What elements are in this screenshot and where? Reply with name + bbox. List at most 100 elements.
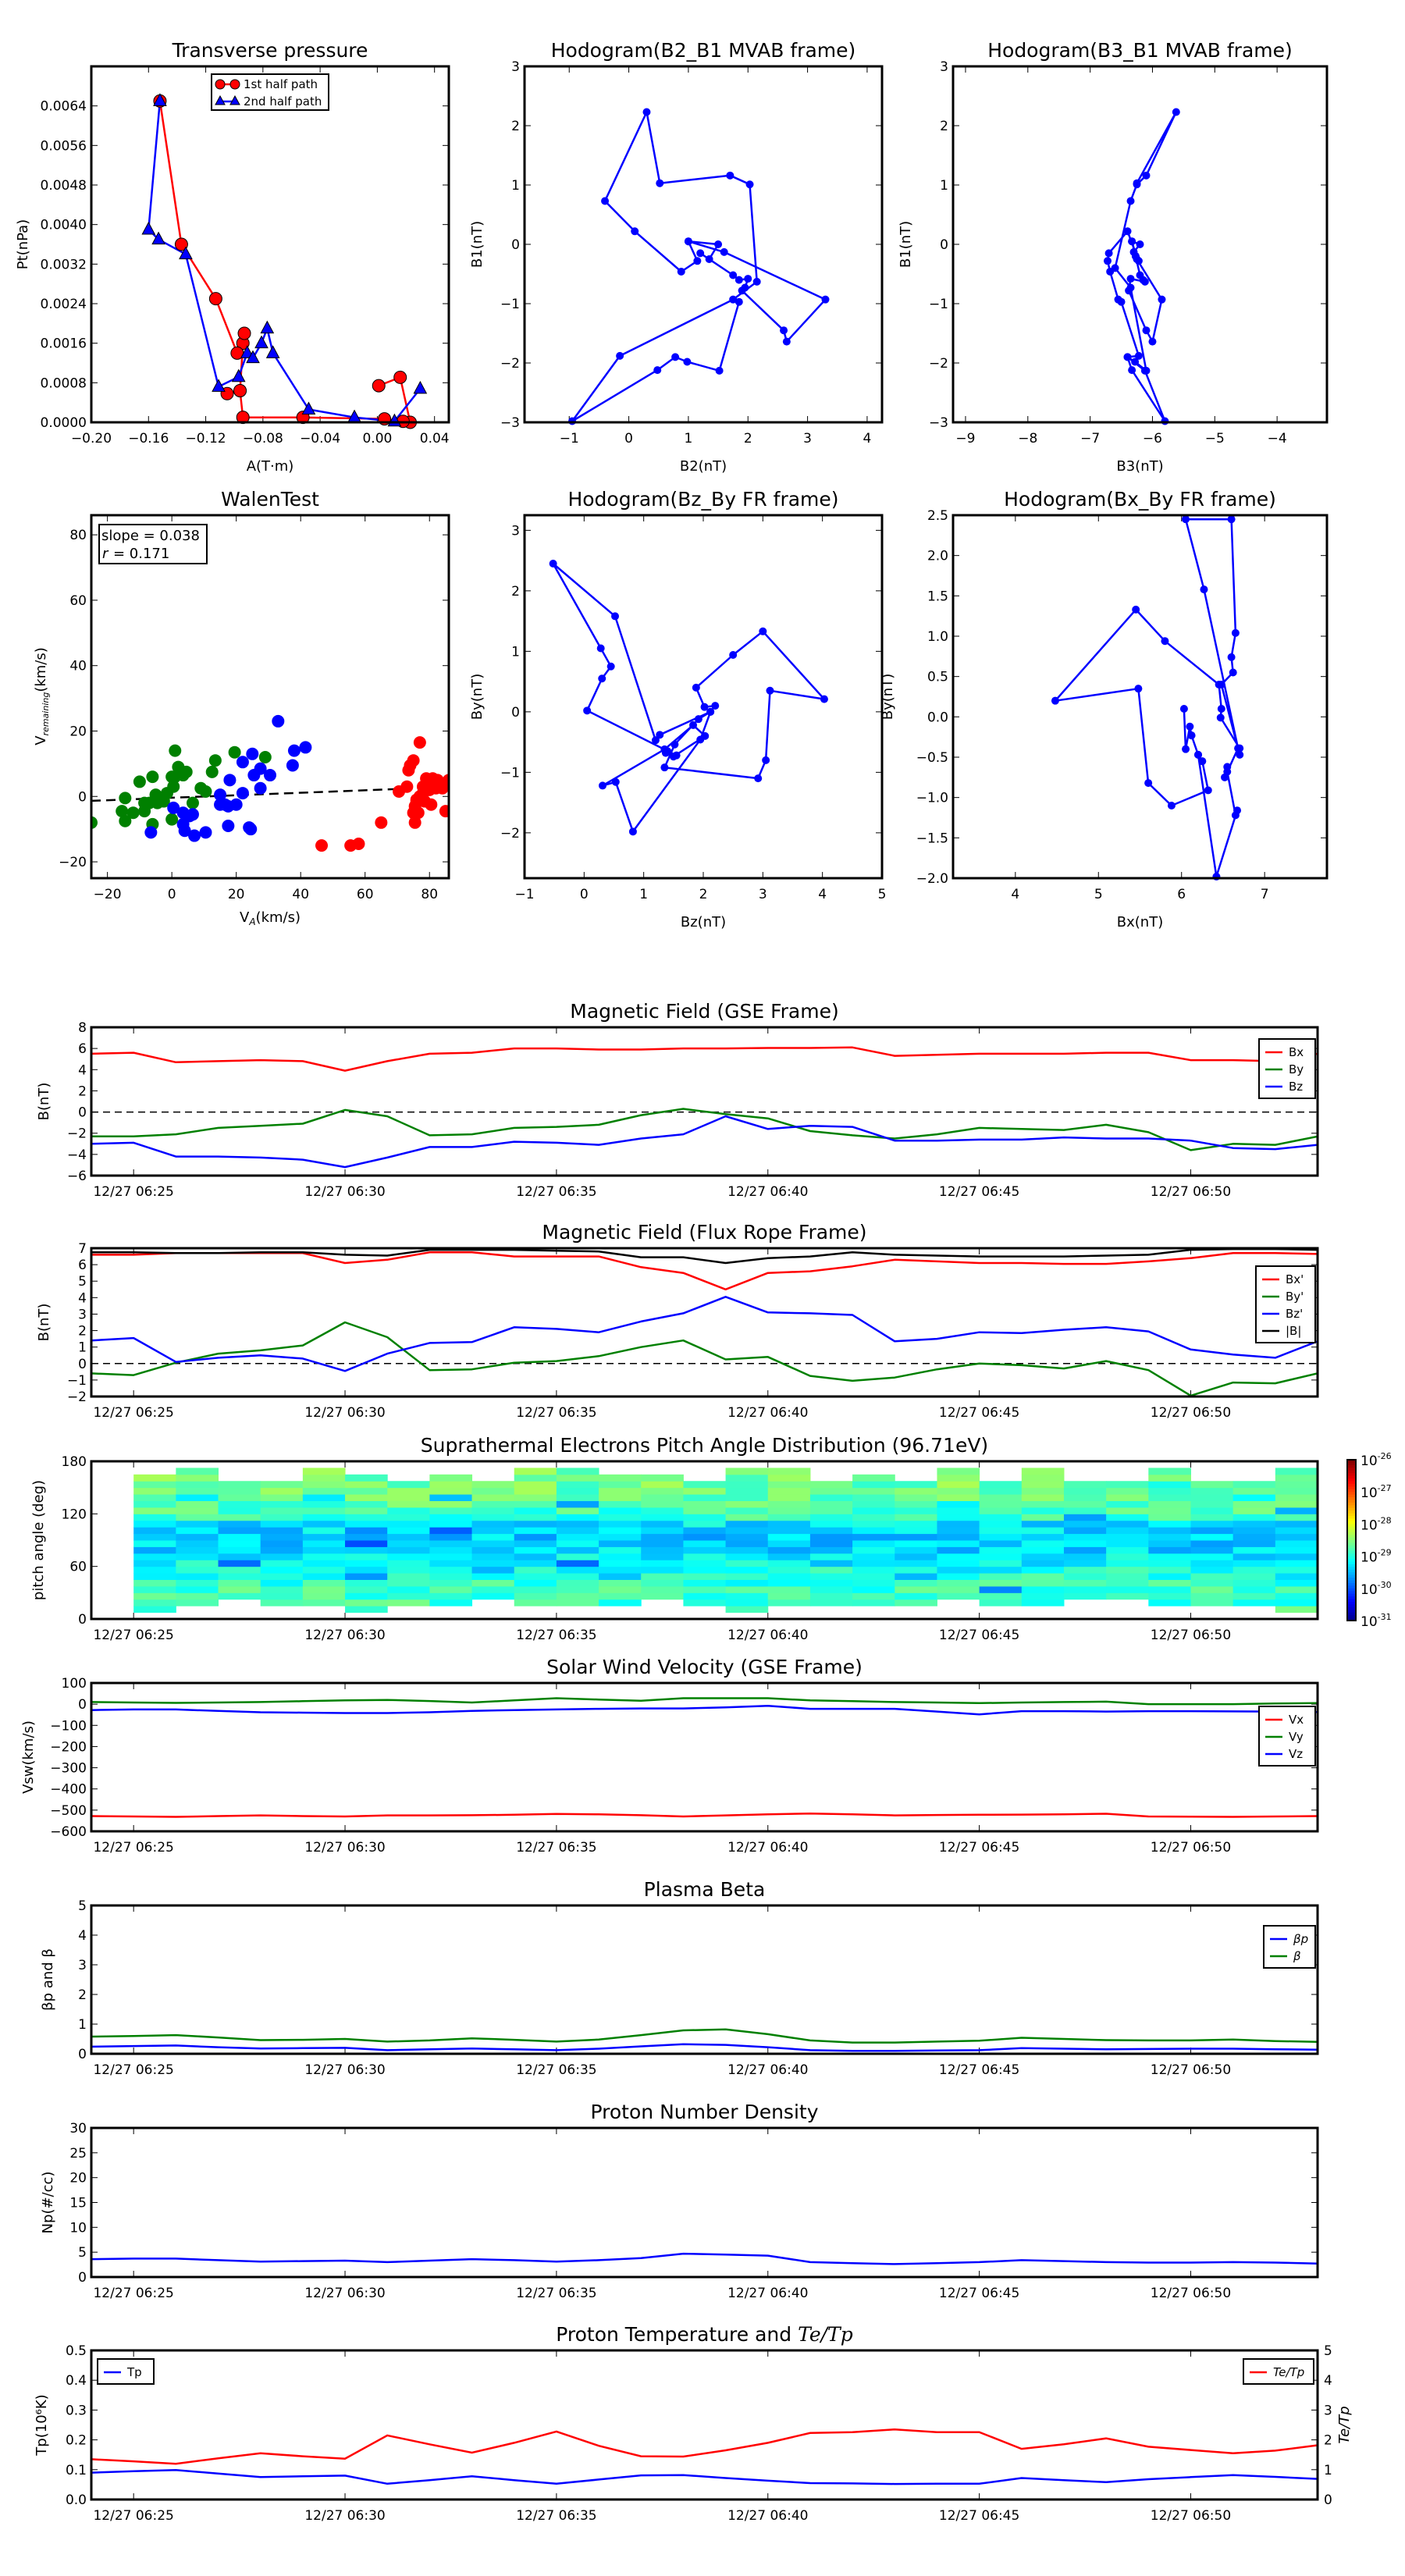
y-tick-label: 120 [62, 1507, 87, 1522]
heatmap-cell [937, 1527, 980, 1535]
legend-label: Bz [1289, 1080, 1303, 1094]
heatmap-cell [302, 1487, 346, 1495]
x-tick-label: 12/27 06:25 [93, 1184, 173, 1200]
hodogram-point [735, 297, 743, 306]
panel-pt: Transverse pressure −0.20 −0.16 −0.12 −0.08 −… [15, 39, 450, 475]
heatmap-cell [345, 1606, 388, 1614]
heatmap-cell [895, 1566, 937, 1574]
x-axis-label: B3(nT) [1116, 458, 1163, 475]
heatmap-cell [133, 1533, 176, 1541]
heatmap-cell [302, 1520, 346, 1528]
heatmap-cell [979, 1507, 1023, 1514]
heatmap-cell [641, 1520, 684, 1528]
heatmap-cell [1021, 1527, 1065, 1535]
heatmap-cell [218, 1514, 261, 1521]
heatmap-cell [599, 1585, 642, 1593]
scatter-point-red [375, 816, 388, 829]
heatmap-cell [1190, 1507, 1234, 1514]
y-tick-label: 100 [62, 1676, 87, 1692]
heatmap-cell [809, 1585, 853, 1593]
heatmap-cell [979, 1500, 1023, 1508]
heatmap-cell [852, 1566, 895, 1574]
heatmap-cell [767, 1494, 811, 1501]
heatmap-cell [514, 1481, 557, 1489]
plot-frame [90, 1247, 1319, 1398]
x-tick-label: 12/27 06:25 [93, 1405, 173, 1421]
y-tick-label: 0 [78, 1357, 87, 1372]
heatmap-cell [852, 1507, 895, 1514]
y-tick-label: 0.0000 [41, 415, 87, 431]
x-axis-label: VA(km/s) [240, 909, 301, 927]
colorbar-segment [1347, 1537, 1356, 1541]
series-line-Vz [91, 1705, 1318, 1716]
heatmap-cell [1275, 1527, 1318, 1535]
x-tick-label: 4 [1011, 887, 1019, 902]
heatmap-cell [809, 1573, 853, 1580]
heatmap-cell [514, 1579, 557, 1587]
heatmap-cell [556, 1507, 599, 1514]
hodogram-path [571, 111, 827, 422]
legend-label: Te/Tp [1273, 2365, 1304, 2379]
heatmap-cell [641, 1533, 684, 1541]
r-symbol: r [102, 546, 109, 562]
heatmap-cell [1232, 1494, 1276, 1501]
heatmap-cell [895, 1579, 937, 1587]
hodogram-point [1161, 417, 1169, 425]
x-tick-label: −5 [1205, 431, 1225, 447]
x-tick-label: 12/27 06:45 [939, 1184, 1019, 1200]
y-tick-label: −500 [50, 1803, 87, 1819]
scatter-point-green [91, 816, 98, 829]
heatmap-cell [683, 1599, 727, 1606]
heatmap-cell [133, 1487, 176, 1495]
heatmap-cell [1063, 1566, 1107, 1574]
heatmap-cell [1106, 1553, 1149, 1560]
heatmap-cell [1148, 1599, 1191, 1606]
y-tick-label: 5 [78, 1274, 87, 1290]
y-tick-label: 1 [78, 2017, 87, 2033]
scatter-point-blue [272, 714, 285, 728]
hodogram-point [692, 683, 700, 692]
chart-title: Hodogram(B3_B1 MVAB frame) [987, 39, 1293, 62]
x-tick-label: 6 [1177, 887, 1186, 902]
heatmap-cell [1148, 1481, 1191, 1489]
y-tick-label: 0.0 [927, 710, 948, 725]
heatmap-cell [683, 1566, 727, 1574]
y-axis-label-sub: remaining [41, 692, 51, 736]
heatmap-cell [1275, 1533, 1318, 1541]
y-tick-label: −2 [929, 356, 948, 372]
scatter-point-blue [167, 801, 180, 814]
hodogram-point [1198, 757, 1207, 766]
heatmap-cell [1190, 1533, 1234, 1541]
hodogram-path [552, 562, 826, 833]
heatmap-cell [1106, 1579, 1149, 1587]
heatmap-cell [387, 1507, 430, 1514]
legend-label: Tp [126, 2365, 142, 2379]
y-tick-label: −3 [929, 415, 948, 431]
heatmap-cell [218, 1573, 261, 1580]
data-point-1st-half [174, 237, 188, 251]
x-tick-label: 12/27 06:40 [727, 2062, 808, 2078]
heatmap-cell [852, 1474, 895, 1482]
heatmap-cell [176, 1494, 219, 1501]
chart-title: Hodogram(Bz_By FR frame) [567, 488, 838, 511]
heatmap-cell [767, 1579, 811, 1587]
x-tick-label: −8 [1018, 431, 1037, 447]
y-tick-label: −1 [500, 297, 520, 312]
y-tick-label: −300 [50, 1761, 87, 1777]
heatmap-cell [260, 1546, 304, 1554]
series-line-1st-half [158, 101, 411, 422]
colorbar-segment [1347, 1588, 1356, 1592]
y-tick-label: 25 [69, 2146, 87, 2161]
heatmap-cell [302, 1500, 346, 1508]
x-tick-label: 5 [1094, 887, 1103, 902]
x-tick-label: −0.16 [128, 431, 169, 447]
heatmap-cell [218, 1560, 261, 1567]
heatmap-cell [345, 1579, 388, 1587]
heatmap-cell [852, 1540, 895, 1547]
heatmap-cell [809, 1579, 853, 1587]
heatmap-cell [471, 1527, 515, 1535]
heatmap-cell [514, 1573, 557, 1580]
heatmap-cell [345, 1487, 388, 1495]
heatmap-cell [302, 1599, 346, 1606]
y-tick-label: 4 [78, 1062, 87, 1078]
